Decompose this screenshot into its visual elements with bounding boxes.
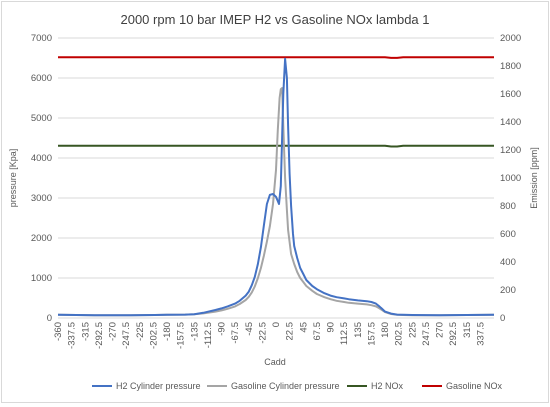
x-tick-label: -112.5 [203,322,214,348]
left-axis-ticks: 0 1000 2000 3000 4000 5000 6000 7000 [31,33,52,324]
x-tick-label: 202.5 [394,322,405,346]
x-tick-label: 315 [462,322,473,338]
x-tick-label: -135 [189,322,200,341]
x-tick-label: 45 [298,322,309,333]
y-left-tick-label: 4000 [31,153,52,164]
y-right-tick-label: 200 [500,285,516,296]
x-tick-label: 270 [435,322,446,338]
y-right-tick-label: 2000 [500,33,521,44]
y-left-tick-label: 1000 [31,273,52,284]
legend: H2 Cylinder pressure Gasoline Cylinder pr… [92,381,503,391]
legend-label: Gasoline Cylinder pressure [231,381,340,391]
x-tick-label: -202.5 [148,322,159,349]
series-group [57,56,495,317]
x-tick-label: -22.5 [257,322,268,344]
x-tick-label: 67.5 [312,322,323,341]
y-left-tick-label: 0 [47,313,52,324]
y-right-tick-label: 1400 [500,117,521,128]
x-tick-label: 292.5 [448,322,459,346]
y-axis-left-title: pressure [Kpa] [8,149,18,208]
y-left-tick-label: 2000 [31,233,52,244]
legend-label: H2 Cylinder pressure [116,381,201,391]
right-axis-ticks: 0 200 400 600 800 1000 1200 1400 1600 1800 2000 [500,33,521,324]
x-tick-label: -315 [80,322,91,341]
x-tick-label: -292.5 [94,322,105,349]
y-right-tick-label: 800 [500,201,516,212]
x-tick-label: 157.5 [366,322,377,346]
x-axis-title: Cadd [264,357,286,367]
x-tick-label: -225 [135,322,146,341]
legend-label: H2 NOx [371,381,404,391]
y-left-tick-label: 7000 [31,33,52,44]
x-tick-label: 135 [353,322,364,338]
x-axis-ticks: -360 -337.5 -315 -292.5 -270 -247.5 -225 -202.5… [53,322,486,349]
x-tick-label: 22.5 [285,322,296,341]
x-tick-label: 0 [271,322,282,327]
y-right-tick-label: 1200 [500,145,521,156]
series-line-gasoline-nox [58,56,494,59]
x-tick-label: -247.5 [121,322,132,349]
x-tick-label: -180 [162,322,173,341]
x-tick-label: 112.5 [339,322,350,345]
line-chart: 2000 rpm 10 bar IMEP H2 vs Gasoline NOx … [8,12,539,391]
y-left-tick-label: 6000 [31,73,52,84]
x-tick-label: 180 [380,322,391,338]
x-tick-label: 337.5 [475,322,486,346]
x-tick-label: -157.5 [176,322,187,349]
y-right-tick-label: 400 [500,257,516,268]
x-tick-label: 247.5 [421,322,432,346]
x-tick-label: -67.5 [230,322,241,344]
x-tick-label: -270 [108,322,119,341]
y-left-tick-label: 5000 [31,113,52,124]
x-tick-label: 90 [326,322,337,333]
x-tick-label: 225 [407,322,418,338]
y-right-tick-label: 1800 [500,61,521,72]
series-line-h2-nox [58,144,494,148]
x-tick-label: -337.5 [67,322,78,349]
series-line-gasoline-cylinder-pressure [57,87,495,317]
x-tick-label: -90 [217,322,228,336]
x-tick-label: -45 [244,322,255,336]
chart-title: 2000 rpm 10 bar IMEP H2 vs Gasoline NOx … [120,12,429,27]
y-right-tick-label: 1600 [500,89,521,100]
y-axis-right-title: Emission [ppm] [529,147,539,209]
x-tick-label: -360 [53,322,64,341]
legend-label: Gasoline NOx [446,381,503,391]
y-right-tick-label: 0 [500,313,505,324]
y-right-tick-label: 600 [500,229,516,240]
series-line-h2-cylinder-pressure [57,57,495,317]
y-right-tick-label: 1000 [500,173,521,184]
y-left-tick-label: 3000 [31,193,52,204]
